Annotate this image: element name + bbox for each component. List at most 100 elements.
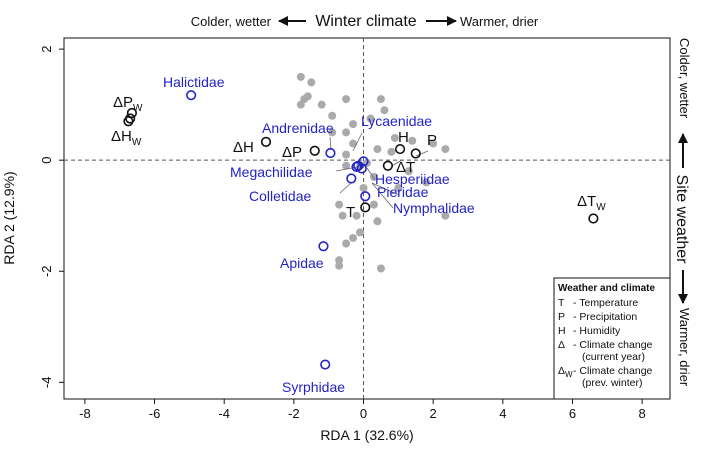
legend-key-p: P — [558, 311, 565, 323]
x-tick-label: 0 — [360, 406, 367, 421]
legend-text-climate-change-winter: - Climate change (prev. winter) — [573, 365, 655, 389]
site-point — [342, 161, 351, 170]
site-point — [376, 264, 385, 273]
weather-label-delta-h-w: ΔHW — [111, 128, 142, 148]
legend-text-climate-change-current: - Climate change (current year) — [573, 339, 655, 363]
taxon-label-apidae: Apidae — [280, 255, 324, 271]
leader-pieridae — [371, 182, 400, 196]
legend-key-t: T — [558, 297, 565, 309]
legend-text-line: - Climate change — [573, 339, 653, 351]
leader-andrenidae — [329, 136, 332, 151]
site-point — [342, 95, 351, 104]
x-tick-label: 4 — [499, 406, 506, 421]
site-point — [342, 128, 351, 137]
x-tick-label: 2 — [430, 406, 437, 421]
taxon-label-syrphidae: Syrphidae — [282, 379, 345, 395]
site-point — [349, 139, 358, 148]
legend-text-humidity: - Humidity — [573, 325, 621, 337]
site-point — [342, 239, 351, 248]
weather-label-delta-h: ΔH — [233, 139, 254, 156]
site-point — [408, 136, 417, 145]
site-point — [387, 147, 396, 156]
taxon-label-halictidae: Halictidae — [163, 74, 225, 90]
legend-text-precipitation: - Precipitation — [573, 311, 637, 323]
site-point — [380, 106, 389, 115]
site-point — [335, 261, 344, 270]
weather-label-h: H — [398, 129, 409, 146]
taxon-point-colletidae — [346, 173, 357, 184]
winter-climate-left-label: Colder, wetter — [191, 14, 272, 29]
x-axis-title: RDA 1 (32.6%) — [320, 427, 413, 443]
weather-point — [126, 107, 138, 119]
taxon-label-megachilidae: Megachilidae — [230, 164, 313, 180]
weather-labels: ΔPW ΔHW ΔH ΔP T H P ΔT ΔTW — [111, 94, 606, 221]
legend-text-line: (prev. winter) — [582, 377, 642, 389]
taxon-label-lycaenidae: Lycaenidae — [361, 113, 432, 129]
leader-p — [415, 150, 429, 157]
weather-label-t: T — [346, 204, 355, 221]
x-tick-label: -8 — [79, 406, 91, 421]
site-point — [359, 183, 368, 192]
site-point — [390, 133, 399, 142]
legend-key-h: H — [558, 325, 566, 337]
leader-hesperiidae — [366, 167, 376, 181]
taxon-point-pieridae — [360, 191, 371, 202]
site-weather-title: Site weather — [673, 175, 690, 265]
site-point — [373, 217, 382, 226]
site-point — [356, 228, 365, 237]
taxon-label-colletidae: Colletidae — [249, 188, 311, 204]
site-point — [328, 128, 337, 137]
weather-label-delta-p: ΔP — [282, 144, 302, 161]
y-tick-label: 2 — [39, 45, 54, 52]
leader-megachilidae — [335, 166, 358, 172]
x-tick-label: 6 — [569, 406, 576, 421]
weather-label-delta-p-w: ΔPW — [113, 94, 143, 114]
legend-text-temperature: - Temperature — [573, 297, 638, 309]
taxon-point-halictidae — [186, 90, 197, 101]
taxon-point-syrphidae — [320, 359, 331, 370]
site-point — [376, 95, 385, 104]
site-point — [422, 178, 431, 187]
site-point — [317, 100, 326, 109]
weather-point — [588, 213, 599, 224]
weather-point — [123, 116, 134, 127]
site-point — [441, 145, 450, 154]
y-axis-title: RDA 2 (12.9%) — [1, 171, 17, 264]
legend-text-line: (current year) — [582, 351, 645, 363]
site-point — [307, 78, 316, 87]
site-point — [349, 233, 358, 242]
site-point — [366, 114, 375, 123]
taxon-point-nymphalidae — [353, 160, 364, 171]
legend-box — [553, 277, 671, 400]
legend: Weather and climate T - Temperature P - … — [553, 277, 671, 400]
site-point — [394, 183, 403, 192]
legend-text-line: - Climate change — [573, 365, 653, 377]
site-point — [328, 111, 337, 120]
site-point — [349, 120, 358, 129]
leader-colletidae — [339, 181, 353, 194]
taxon-label-hesperiidae: Hesperiidae — [375, 171, 450, 187]
site-point — [338, 211, 347, 220]
y-tick-label: 0 — [39, 157, 54, 164]
site-point — [373, 145, 382, 154]
taxon-label-nymphalidae: Nymphalidae — [393, 200, 475, 216]
taxon-label-andrenidae: Andrenidae — [262, 120, 334, 136]
site-point — [342, 150, 351, 159]
x-tick-label: -2 — [288, 406, 300, 421]
leader-nymphalidae — [371, 182, 394, 209]
site-point — [404, 167, 413, 176]
site-point — [296, 72, 305, 81]
winter-climate-title: Winter climate — [315, 13, 416, 30]
weather-point — [410, 148, 421, 159]
x-tick-label: -6 — [149, 406, 161, 421]
taxa-labels: Halictidae Andrenidae Lycaenidae Megachi… — [163, 74, 475, 395]
site-point — [429, 139, 438, 148]
y-tick-label: -4 — [39, 377, 54, 389]
winter-climate-title-bg — [306, 6, 426, 32]
x-tick-label: 8 — [639, 406, 646, 421]
plot-frame — [63, 37, 671, 400]
taxon-point-apidae — [318, 241, 329, 252]
legend-key-delta: Δ — [558, 339, 565, 351]
